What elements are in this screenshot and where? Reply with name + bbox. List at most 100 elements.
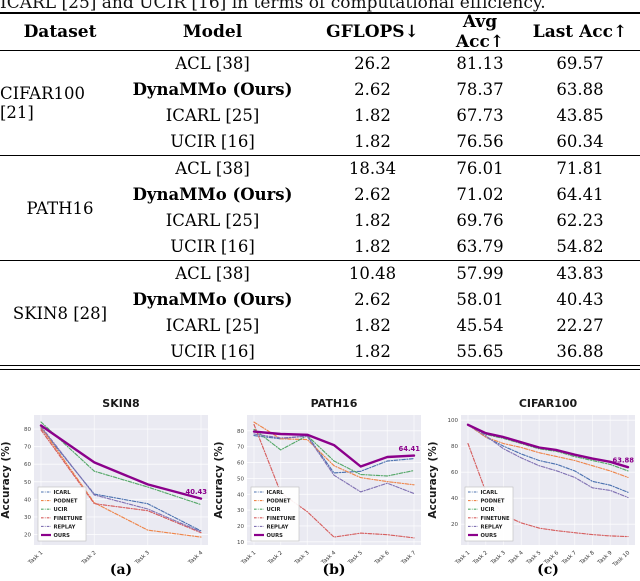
legend-label-icarl: ICARL	[480, 490, 498, 496]
model-cell: ICARL [25]	[165, 211, 260, 230]
table-midrule	[0, 155, 640, 156]
table-row: ACL [38] 18.34 76.01 71.81	[120, 156, 640, 182]
series-line-finetune	[40, 429, 202, 534]
legend-label-replay: REPLAY	[480, 524, 502, 530]
series-line-replay	[40, 425, 202, 533]
legend-label-finetune: FINETUNE	[267, 516, 296, 522]
x-tick-label: Task 7	[560, 550, 578, 567]
series-line-replay	[467, 424, 629, 499]
table-row: DynaMMo (Ours) 2.62 71.02 64.41	[120, 182, 640, 208]
table-group: CIFAR100 [21] ACL [38] 26.2 81.13 69.57 DynaM…	[0, 51, 640, 155]
group-rows: ACL [38] 18.34 76.01 71.81 DynaMMo (Ours) 2.6…	[120, 156, 640, 260]
column-header-dataset: Dataset	[23, 22, 97, 42]
x-tick-label: Task 8	[578, 550, 596, 567]
gflops-cell: 2.62	[354, 185, 391, 204]
model-cell: UCIR [16]	[170, 237, 255, 256]
table-row: UCIR [16] 1.82 76.56 60.34	[120, 129, 640, 155]
model-cell: DynaMMo (Ours)	[132, 290, 293, 309]
legend-label-ours: OURS	[480, 533, 497, 539]
legend-box	[251, 486, 300, 542]
last-acc-cell: 22.27	[556, 316, 604, 335]
x-tick-label: Task 2	[471, 550, 488, 567]
group-rows: ACL [38] 10.48 57.99 43.83 DynaMMo (Ours) 2.6…	[120, 261, 640, 365]
y-tick-label: 80	[451, 444, 458, 450]
table-group: SKIN8 [28] ACL [38] 10.48 57.99 43.83 DynaMMo…	[0, 261, 640, 365]
gflops-cell: 2.62	[354, 290, 391, 309]
model-cell: UCIR [16]	[170, 342, 255, 361]
chart-panel-path16: PATH16 Accuracy (%) 10 20 30 40 50 60 70 80 Task 1…	[213, 385, 426, 581]
x-tick-label: Task 4	[187, 550, 205, 567]
table-row: UCIR [16] 1.82 55.65 36.88	[120, 339, 640, 365]
figure-charts: SKIN8 Accuracy (%) 20 30 40 50 60 70 80 Task 1 Tas…	[0, 385, 640, 581]
gflops-cell: 1.82	[354, 211, 391, 230]
y-tick-label: 50	[237, 476, 244, 482]
column-header-model: Model	[182, 22, 243, 42]
model-cell: DynaMMo (Ours)	[132, 80, 293, 99]
table-toprule	[0, 12, 640, 14]
annotation-last-acc: 40.43	[186, 488, 208, 496]
y-tick-label: 10	[237, 540, 244, 546]
series-line-replay	[253, 433, 415, 495]
legend-label-podnet: PODNET	[54, 499, 78, 505]
gflops-cell: 10.48	[348, 264, 397, 283]
y-axis-label: Accuracy (%)	[213, 441, 225, 518]
column-header-avg-acc: Avg Acc↑	[455, 12, 505, 52]
gflops-cell: 18.34	[348, 159, 397, 178]
y-tick-label: 20	[451, 522, 458, 528]
table-row: UCIR [16] 1.82 63.79 54.82	[120, 234, 640, 260]
last-acc-cell: 43.83	[556, 264, 604, 283]
last-acc-cell: 63.88	[556, 80, 604, 99]
gflops-cell: 1.82	[354, 316, 391, 335]
legend-label-ours: OURS	[267, 533, 284, 539]
last-acc-cell: 64.41	[556, 185, 604, 204]
y-tick-label: 60	[24, 462, 31, 468]
avg-acc-cell: 76.56	[456, 132, 504, 151]
subfigure-caption: (c)	[537, 562, 559, 578]
gflops-cell: 1.82	[354, 106, 391, 125]
model-cell: ICARL [25]	[165, 316, 260, 335]
annotation-last-acc: 64.41	[399, 445, 421, 453]
legend-label-replay: REPLAY	[267, 524, 289, 530]
legend-box	[464, 486, 513, 542]
last-acc-cell: 36.88	[556, 342, 604, 361]
series-line-ucir	[253, 428, 415, 477]
series-line-podnet	[40, 426, 202, 538]
column-header-gflops: GFLOPS↓	[326, 22, 419, 42]
x-tick-label: Task 2	[267, 550, 284, 567]
legend-label-ucir: UCIR	[267, 507, 281, 513]
gflops-cell: 2.62	[354, 80, 391, 99]
last-acc-cell: 54.82	[556, 237, 604, 256]
legend-label-ucir: UCIR	[480, 507, 494, 513]
x-tick-label: Task 7	[400, 550, 418, 567]
legend-label-replay: REPLAY	[54, 524, 76, 530]
table-row: DynaMMo (Ours) 2.62 78.37 63.88	[120, 77, 640, 103]
series-line-ours	[253, 430, 416, 468]
legend: ICARL PODNET UCIR FINETUNE REPLAY OURS	[464, 486, 513, 542]
chart-title: PATH16	[311, 397, 358, 410]
y-tick-label: 100	[447, 418, 458, 424]
legend-label-ucir: UCIR	[54, 507, 68, 513]
series-line-podnet	[467, 424, 629, 478]
last-acc-cell: 69.57	[556, 54, 604, 73]
series-line-ucir	[40, 421, 202, 506]
table-group: PATH16 ACL [38] 18.34 76.01 71.81 DynaMMo (Ou…	[0, 156, 640, 260]
x-tick-label: Task 5	[347, 550, 365, 567]
y-tick-label: 60	[451, 470, 458, 476]
avg-acc-cell: 69.76	[456, 211, 504, 230]
gflops-cell: 1.82	[354, 237, 391, 256]
y-tick-label: 40	[24, 497, 31, 503]
y-tick-label: 40	[451, 496, 458, 502]
model-cell: UCIR [16]	[170, 132, 255, 151]
y-tick-label: 70	[237, 445, 244, 451]
legend-label-icarl: ICARL	[54, 490, 72, 496]
series-line-podnet	[253, 421, 415, 486]
chart-path16: PATH16 Accuracy (%) 10 20 30 40 50 60 70 80 Task 1…	[213, 397, 422, 578]
legend: ICARL PODNET UCIR FINETUNE REPLAY OURS	[37, 486, 87, 542]
avg-acc-cell: 57.99	[456, 264, 504, 283]
table-caption: ICARL [25] and UCIR [16] in terms of com…	[0, 0, 640, 12]
y-tick-label: 40	[237, 492, 244, 498]
table-midrule	[0, 260, 640, 261]
legend-label-podnet: PODNET	[480, 499, 504, 505]
